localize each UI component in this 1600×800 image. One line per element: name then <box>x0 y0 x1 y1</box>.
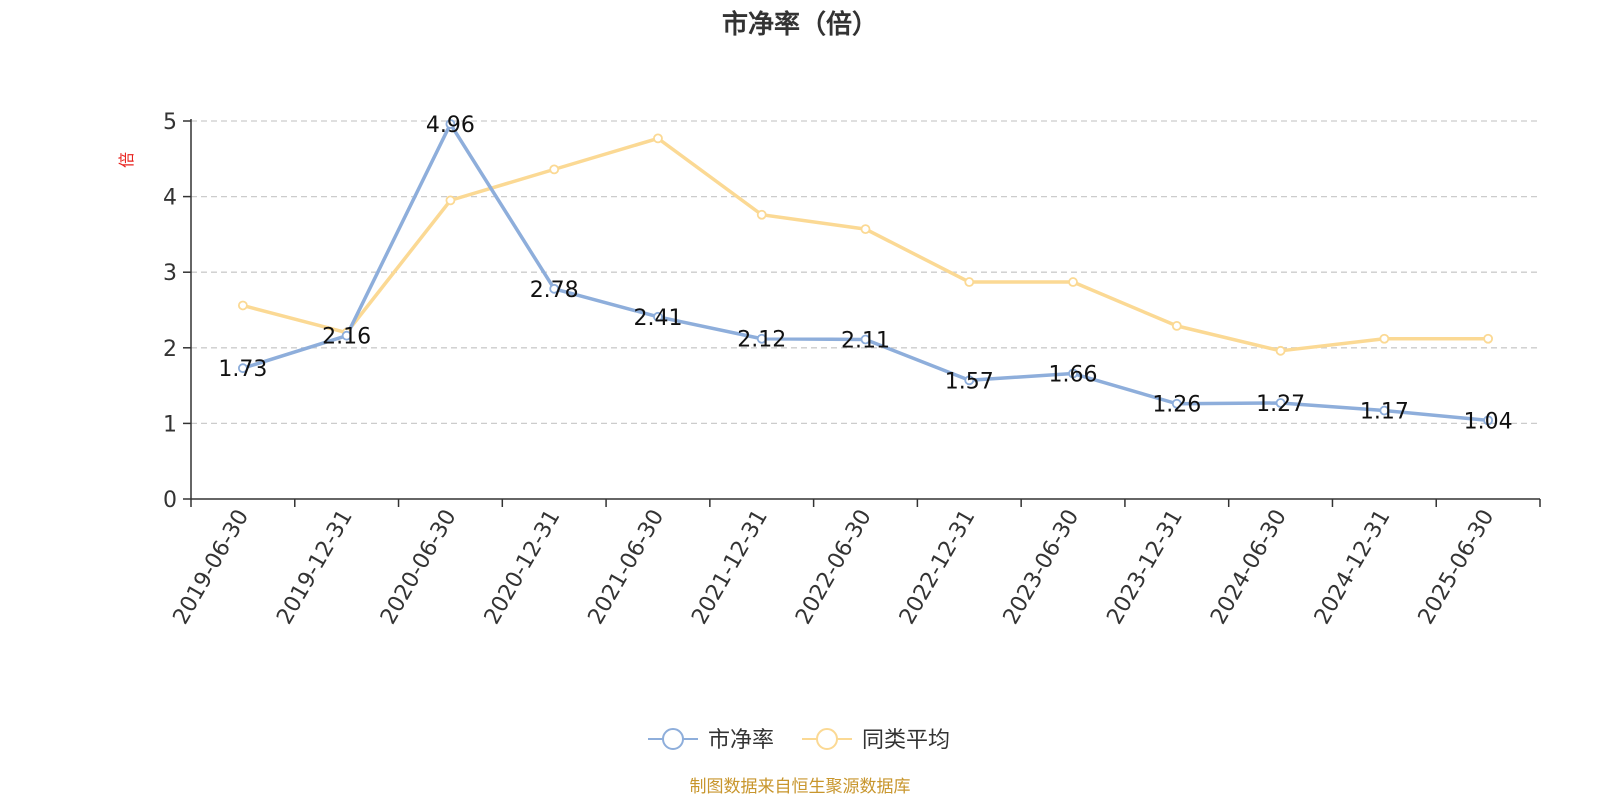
x-tick-label: 2023-12-31 <box>1102 506 1188 629</box>
series-points <box>237 119 1494 426</box>
chart-title: 市净率（倍） <box>722 9 878 40</box>
y-tick-label: 3 <box>163 261 177 286</box>
y-tick-label: 0 <box>163 488 177 513</box>
series-point-1[interactable] <box>1483 333 1494 344</box>
series-point-1[interactable] <box>1379 333 1390 344</box>
data-label: 1.73 <box>218 357 267 382</box>
series-point-0[interactable] <box>237 363 248 374</box>
data-label: 1.57 <box>945 369 994 394</box>
legend-label-peer-average: 同类平均 <box>862 728 950 753</box>
x-tick-label: 2020-06-30 <box>376 506 462 629</box>
data-label: 1.26 <box>1152 393 1201 418</box>
x-tick-label: 2021-12-31 <box>687 506 773 629</box>
series-point-1[interactable] <box>237 300 248 311</box>
data-label: 2.16 <box>322 325 371 350</box>
series-point-0[interactable] <box>964 375 975 386</box>
series-point-1[interactable] <box>1171 320 1182 331</box>
data-label: 1.17 <box>1360 400 1409 425</box>
series-point-0[interactable] <box>860 334 871 345</box>
source-note: 制图数据来自恒生聚源数据库 <box>690 777 911 797</box>
y-tick-label: 1 <box>163 412 177 437</box>
series-point-0[interactable] <box>341 330 352 341</box>
series-point-0[interactable] <box>1171 398 1182 409</box>
data-label: 1.04 <box>1464 409 1513 434</box>
x-axis: 2019-06-30 2019-12-31 2020-06-30 2020-12-31… <box>169 498 1541 629</box>
data-label: 2.78 <box>530 278 579 303</box>
data-labels: 1.73 2.16 4.96 2.78 2.41 2.12 2.11 1.57 1.66 1.26… <box>218 113 1512 434</box>
legend-item-pb[interactable]: 市净率 <box>648 728 774 753</box>
series-point-1[interactable] <box>860 224 871 235</box>
series-point-0[interactable] <box>653 311 663 322</box>
y-tick-label: 4 <box>163 186 177 211</box>
series-point-0[interactable] <box>1275 398 1286 408</box>
data-label: 2.11 <box>841 328 890 353</box>
series-point-0[interactable] <box>1068 368 1078 379</box>
data-label: 2.41 <box>633 306 682 331</box>
series-point-0[interactable] <box>756 333 767 344</box>
legend: 市净率 同类平均 <box>648 728 950 753</box>
series-point-1[interactable] <box>445 195 456 206</box>
series-point-0[interactable] <box>445 119 456 129</box>
x-tick-label: 2022-12-31 <box>895 506 981 629</box>
series-point-1[interactable] <box>964 277 975 287</box>
data-label: 4.96 <box>426 113 475 138</box>
series-point-1[interactable] <box>1275 345 1286 356</box>
legend-marker-pb <box>662 728 684 750</box>
series-point-1[interactable] <box>653 133 663 144</box>
series-point-0[interactable] <box>1483 415 1494 426</box>
x-tick-label: 2022-06-30 <box>791 506 877 629</box>
y-tick-label: 5 <box>163 110 177 135</box>
x-tick-label: 2023-06-30 <box>999 506 1085 629</box>
series-point-1[interactable] <box>756 209 767 220</box>
legend-label-pb: 市净率 <box>708 728 774 753</box>
series-point-0[interactable] <box>1379 405 1390 416</box>
legend-item-peer-average[interactable]: 同类平均 <box>802 728 950 753</box>
data-label: 1.66 <box>1049 363 1098 388</box>
series-point-0[interactable] <box>549 283 560 294</box>
x-tick-label: 2025-06-30 <box>1414 506 1500 629</box>
y-axis: 0 1 2 3 4 5 <box>163 110 192 513</box>
y-tick-label: 2 <box>163 337 177 362</box>
x-tick-label: 2020-12-31 <box>480 506 566 629</box>
series-point-1[interactable] <box>549 164 560 175</box>
legend-marker-peer-average <box>816 728 838 750</box>
x-tick-label: 2019-06-30 <box>169 506 255 629</box>
x-tick-label: 2019-12-31 <box>272 506 358 629</box>
series-point-1[interactable] <box>1068 277 1078 287</box>
x-tick-label: 2024-06-30 <box>1206 506 1292 629</box>
x-tick-label: 2021-06-30 <box>584 506 670 629</box>
x-tick-label: 2024-12-31 <box>1310 506 1396 629</box>
data-label: 1.27 <box>1256 392 1305 417</box>
y-axis-label: 倍 <box>117 152 136 168</box>
data-label: 2.12 <box>737 328 786 353</box>
